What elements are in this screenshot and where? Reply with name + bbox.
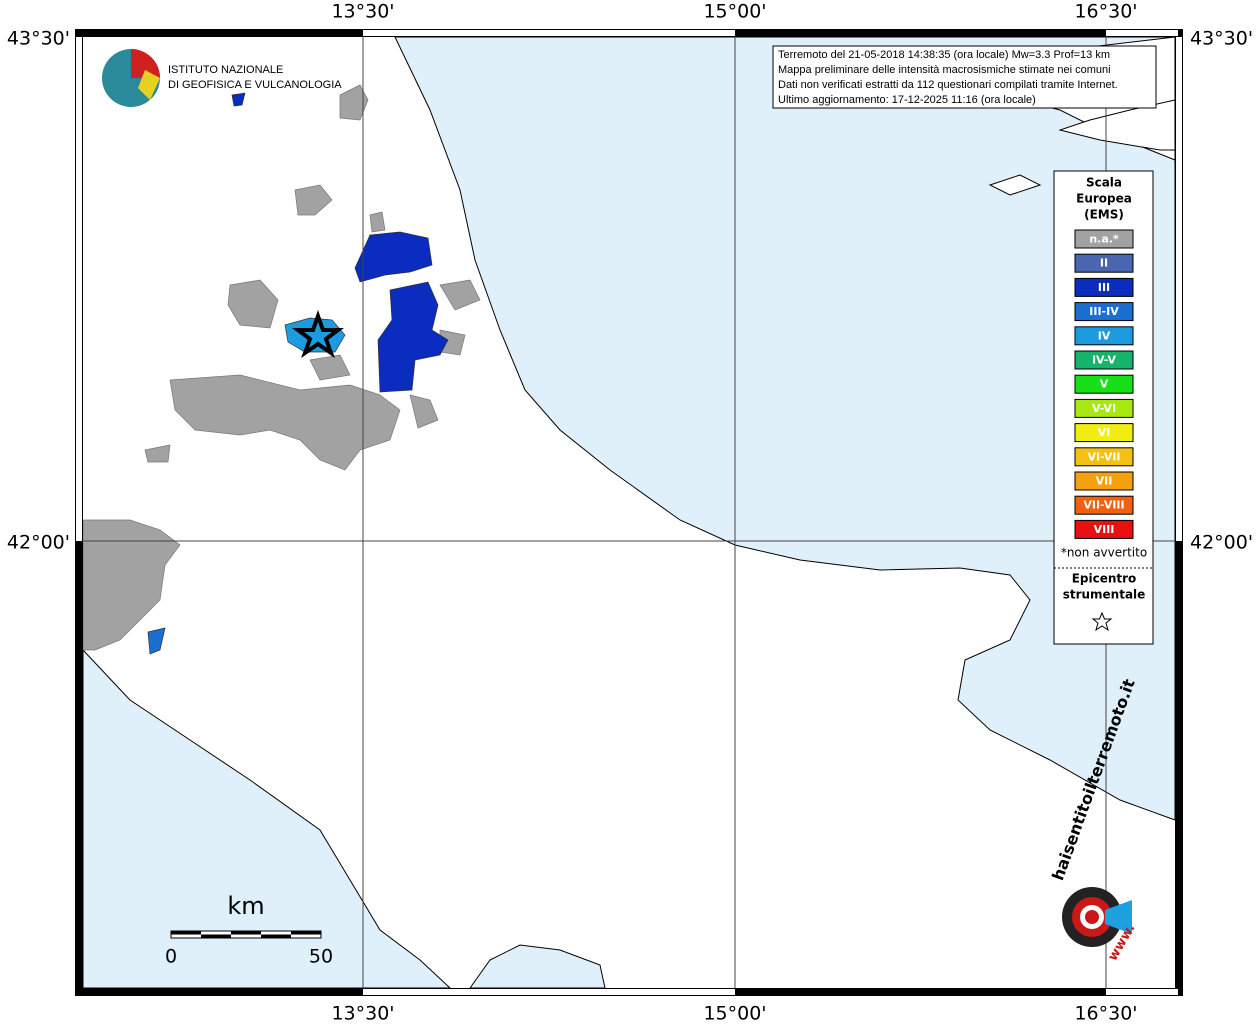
epicenter-label: Epicentro — [1072, 572, 1137, 586]
legend-swatch — [1074, 423, 1134, 443]
municipality — [231, 92, 246, 107]
lat-label: 42°00' — [1190, 532, 1253, 554]
legend-label: IV-V — [1092, 354, 1117, 367]
legend-swatch — [1074, 326, 1134, 346]
legend-swatch — [1074, 374, 1134, 394]
lat-label: 43°30' — [7, 28, 70, 50]
legend-title: (EMS) — [1084, 208, 1124, 222]
lon-label: 15°00' — [703, 1, 766, 23]
frame-ticks — [76, 30, 1182, 995]
epicenter-star — [292, 310, 344, 359]
info-line: Terremoto del 21-05-2018 14:38:35 (ora l… — [778, 49, 1110, 61]
municipality — [284, 317, 346, 353]
legend-note: *non avvertito — [1061, 546, 1147, 560]
lon-label: 16°30' — [1074, 1, 1137, 23]
legend-title: Scala — [1086, 176, 1122, 190]
legend-label: VII-VIII — [1083, 499, 1124, 512]
info-line: Mappa preliminare delle intensità macros… — [778, 64, 1111, 76]
legend-label: V-VI — [1092, 402, 1116, 415]
municipality — [144, 211, 481, 463]
legend-label: IV — [1098, 329, 1111, 342]
municipality — [354, 231, 433, 283]
municipality — [377, 281, 449, 393]
legend-label: n.a.* — [1089, 233, 1119, 246]
legend-title: Europea — [1076, 192, 1132, 206]
lon-label: 15°00' — [703, 1003, 766, 1025]
municipality — [169, 374, 401, 471]
legend: Scala Europea (EMS) *non avvertito Epice… — [1053, 170, 1154, 645]
info-line: Dati non verificati estratti da 112 ques… — [778, 79, 1118, 91]
municipality — [147, 627, 166, 655]
scale-label: 50 — [309, 946, 333, 968]
scale-unit: km — [227, 892, 264, 920]
lat-label: 42°00' — [7, 532, 70, 554]
epicenter-label: strumentale — [1063, 588, 1146, 602]
lon-label: 13°30' — [331, 1, 394, 23]
municipality — [227, 279, 279, 329]
legend-label: II — [1100, 257, 1108, 270]
legend-label: VI-VII — [1087, 450, 1120, 463]
legend-swatch — [1074, 253, 1134, 273]
legend-swatch — [1074, 350, 1134, 370]
legend-swatch — [1074, 471, 1134, 491]
ingv-logo: ISTITUTO NAZIONALE DI GEOFISICA E VULCAN… — [102, 49, 342, 107]
info-box — [772, 45, 1157, 109]
legend-label: III — [1098, 281, 1110, 294]
legend-label: III-IV — [1089, 305, 1119, 318]
lon-label: 13°30' — [331, 1003, 394, 1025]
legend-label: VI — [1098, 426, 1111, 439]
lat-label: 43°30' — [1190, 28, 1253, 50]
municipality — [339, 84, 369, 121]
legend-swatch — [1074, 519, 1134, 539]
municipality — [82, 519, 181, 651]
lon-label: 16°30' — [1074, 1003, 1137, 1025]
legend-star — [1091, 611, 1113, 632]
info-line: Ultimo aggiornamento: 17-12-2025 11:16 (… — [778, 94, 1036, 106]
municipality — [294, 184, 333, 216]
legend-label: V — [1100, 378, 1109, 391]
scale-bar: km 0 50 — [165, 892, 333, 968]
legend-label: VIII — [1094, 523, 1115, 536]
legend-label: VII — [1096, 475, 1113, 488]
legend-swatch — [1074, 229, 1134, 249]
legend-swatch — [1074, 398, 1134, 418]
institute-name: ISTITUTO NAZIONALE — [168, 64, 283, 76]
legend-swatch — [1074, 447, 1134, 467]
scale-label: 0 — [165, 946, 177, 968]
legend-swatch — [1074, 277, 1134, 297]
institute-name: DI GEOFISICA E VULCANOLOGIA — [168, 79, 342, 91]
legend-swatch — [1074, 495, 1134, 515]
legend-swatch — [1074, 302, 1134, 322]
